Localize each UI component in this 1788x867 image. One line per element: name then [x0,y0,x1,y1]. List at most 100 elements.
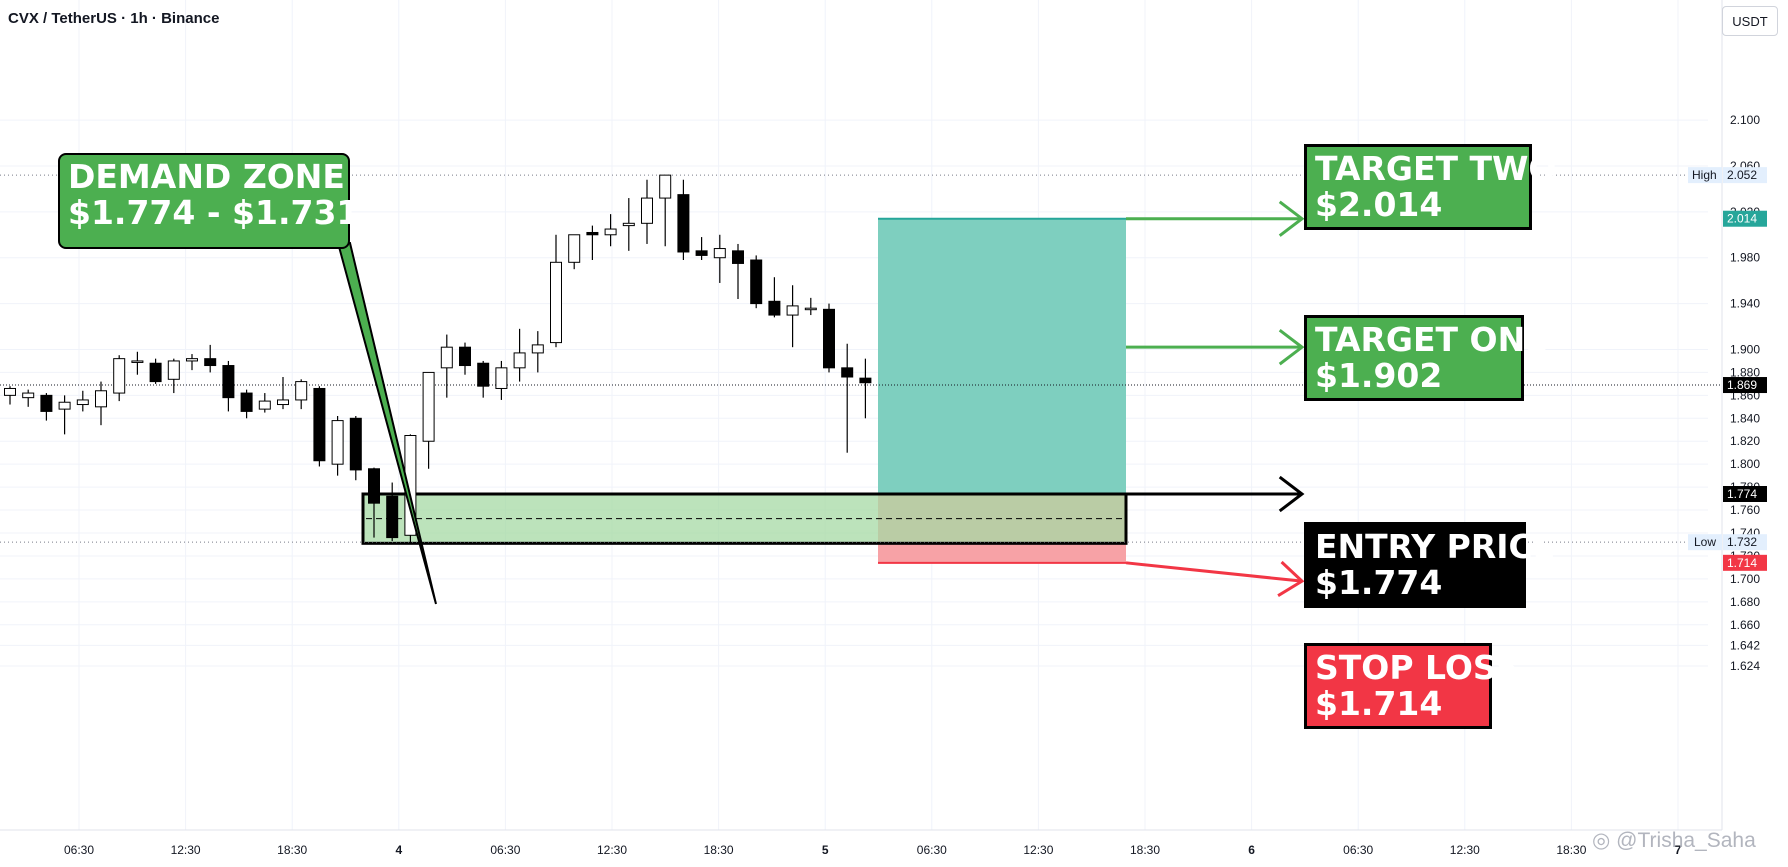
candle-body [258,400,271,410]
watermark-text: @Trisha_Saha [1616,829,1756,852]
candle-body [186,358,198,362]
target-zone [878,218,1126,494]
target-two-price-tag-bg [1723,210,1767,227]
candle-body [804,307,817,311]
candle-body [113,358,126,394]
candle-body [76,399,89,406]
candle-body [4,387,16,396]
candle-body [732,250,744,264]
stop-loss-callout: STOP LOSS $1.714 [1304,643,1519,729]
price-tick-label: 2.100 [1730,113,1760,127]
price-tick-label: 1.760 [1730,503,1760,517]
target-two-arrow-head [1278,200,1305,237]
stop-arrow-line [1125,561,1303,583]
price-tick-label: 1.680 [1730,595,1760,609]
candle-body [40,394,53,412]
target-one-callout: TARGET ONE $1.902 [1304,315,1548,401]
low-label: Low [1694,535,1716,549]
candle-body [750,259,763,305]
last-price-tag-bg [1723,377,1767,394]
time-tick-label: 06:30 [490,843,520,857]
time-tick-label: 06:30 [64,843,94,857]
candle-body [368,468,380,504]
candle-body [513,352,526,369]
time-tick-label: 06:30 [1343,843,1373,857]
time-tick-label: 12:30 [1023,843,1053,857]
stop-price-tag: 1.714 [1727,556,1757,570]
low-price-tag: 1.732 [1727,535,1757,549]
currency-unit-button[interactable]: USDT [1722,6,1778,36]
price-tick-label: 1.624 [1730,659,1760,673]
last-price-tag: 1.869 [1727,378,1757,392]
time-tick-label: 12:30 [171,843,201,857]
camera-logo-icon: ◎ [1592,829,1611,852]
candle-body [550,261,562,344]
entry-price-title: ENTRY PRICE [1315,527,1556,566]
time-tick-label: 12:30 [597,843,627,857]
target-one-price: $1.902 [1315,356,1443,395]
candle-body [95,390,107,408]
low-price-tag-bg [1723,534,1767,551]
candle-body [604,228,617,236]
watermark: ◎ @Trisha_Saha [1592,828,1756,853]
price-tick-label: 1.660 [1730,618,1760,632]
stop-arrow-head [1277,560,1305,597]
chart-title[interactable]: CVX / TetherUS · 1h · Binance [8,10,220,27]
time-tick-label: 18:30 [1556,843,1586,857]
price-tick-label: 1.820 [1730,434,1760,448]
time-tick-label: 5 [822,843,829,857]
price-tick-label: 1.900 [1730,342,1760,356]
candle-body [277,399,289,406]
candle-body [823,308,835,369]
time-tick-label: 18:30 [704,843,734,857]
candle-body [58,401,71,410]
demand-zone-title: DEMAND ZONE [68,157,345,196]
entry-price-tag-bg [1723,486,1767,502]
candle-body [295,381,308,401]
price-tick-label: 1.840 [1730,411,1760,425]
entry-price-tag: 1.774 [1727,487,1757,501]
candle-body [422,371,435,442]
candle-body [713,248,726,259]
candle-body [768,300,781,316]
candle-body [695,250,708,256]
time-tick-label: 18:30 [277,843,307,857]
target-two-callout: TARGET TWO $2.014 [1304,144,1557,230]
price-tick-label: 1.800 [1730,457,1760,471]
candle-body [586,231,599,236]
demand-zone-range: $1.774 - $1.731 [68,193,360,232]
price-tick-label: 1.940 [1730,297,1760,311]
price-tick-label: 1.880 [1730,365,1760,379]
candle-body [349,417,362,471]
time-tick-label: 4 [395,843,402,857]
price-tick-label: 1.700 [1730,572,1760,586]
high-label: High [1692,168,1717,182]
candle-body [568,234,581,263]
time-tick-label: 7 [1675,843,1682,857]
candle-body [222,365,235,399]
candle-body [531,344,544,354]
candle-body [22,392,35,399]
price-tick-label: 1.980 [1730,251,1760,265]
candle-body [313,387,326,462]
candle-body [641,197,653,224]
candle-body [859,377,872,384]
target-two-price-tag: 2.014 [1727,212,1757,226]
candle-body [495,367,508,389]
candle-body [331,420,344,465]
entry-arrow-head [1278,475,1305,513]
candle-body [440,346,453,369]
candle-body [659,174,672,199]
high-price-tag-bg [1723,167,1767,184]
candle-body [131,360,144,363]
candle-body [841,367,854,378]
stop-loss-value: $1.714 [1315,684,1443,723]
target-two-title: TARGET TWO [1315,149,1557,188]
high-label-bg [1688,167,1722,184]
time-tick-label: 18:30 [1130,843,1160,857]
candle-body [167,360,180,380]
high-price-tag: 2.052 [1727,168,1757,182]
demand-zone-callout: DEMAND ZONE $1.774 - $1.731 [58,153,360,249]
candle-body [204,358,217,367]
